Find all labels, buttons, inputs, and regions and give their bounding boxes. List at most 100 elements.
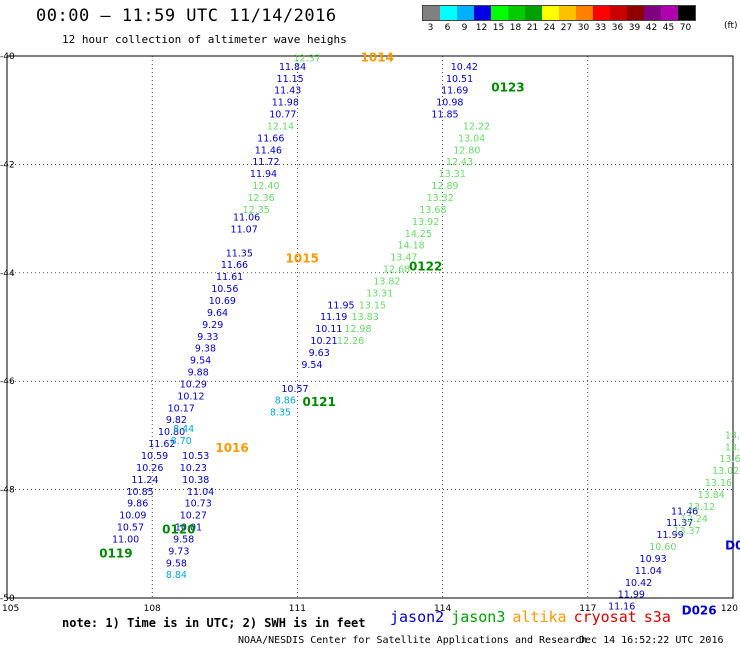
color-scale-swatches: [422, 5, 696, 21]
color-swatch: [610, 6, 627, 20]
wave-height-point: 13.37: [673, 526, 700, 537]
wave-height-point: 13.16: [705, 478, 732, 489]
legend-entry: altika: [512, 608, 567, 626]
plot-frame: [6, 55, 734, 599]
wave-height-point: 10.12: [177, 391, 204, 402]
wave-height-point: 11.04: [187, 487, 214, 498]
wave-height-point: 13.92: [412, 217, 439, 228]
wave-height-point: 10.17: [168, 403, 195, 414]
pass-label: 0123: [491, 81, 524, 95]
color-scale-label: 21: [526, 23, 539, 33]
pass-label: 1014: [361, 51, 394, 65]
wave-height-point: 9.73: [168, 546, 189, 557]
x-tick-label: 108: [144, 604, 161, 614]
wave-height-point: 10.21: [310, 336, 337, 347]
wave-height-point: 10.27: [180, 511, 207, 522]
color-swatch: [627, 6, 644, 20]
x-tick-label: 111: [289, 604, 306, 614]
axis-ticks: 105 108 111 114 117 120 -40 -42 -44 -46 -48 -50: [0, 52, 738, 614]
wave-height-point: 10.57: [117, 523, 144, 534]
wave-height-point: 12.43: [446, 157, 473, 168]
wave-height-point: 9.54: [301, 360, 322, 371]
wave-height-point: 13.31: [366, 288, 393, 299]
wave-height-point: 9.64: [207, 308, 228, 319]
wave-height-point: 13.31: [439, 169, 466, 180]
pass-label: 1015: [286, 251, 319, 265]
wave-height-point: 14.18: [398, 241, 425, 252]
pass-label: 1016: [215, 441, 248, 455]
wave-height-point: 12.89: [431, 181, 458, 192]
wave-height-point: 11.98: [272, 98, 299, 109]
color-swatch: [644, 6, 661, 20]
wave-height-point: 11.15: [277, 74, 304, 85]
wave-height-point: 11.85: [431, 110, 458, 121]
wave-height-point: 11.16: [608, 602, 635, 613]
y-tick-label: -44: [0, 269, 15, 279]
color-swatch: [661, 6, 678, 20]
color-scale-label: 6: [444, 23, 451, 33]
y-tick-label: -42: [0, 160, 15, 170]
color-scale-label: 24: [543, 23, 556, 33]
wave-height-point: 11.37: [666, 518, 693, 529]
x-tick-label: 120: [721, 604, 738, 614]
color-scale-unit: (ft): [724, 21, 738, 31]
legend-entry: jason3: [451, 608, 506, 626]
wave-height-point: 9.58: [173, 534, 194, 545]
wave-height-point: 10.60: [649, 542, 676, 553]
footer-credit: NOAA/NESDIS Center for Satellite Applica…: [238, 635, 588, 646]
wave-height-point: 12.24: [681, 514, 708, 525]
wave-height-point: 9.82: [166, 415, 187, 426]
color-scale-label: 36: [611, 23, 624, 33]
pass-label: D026: [682, 604, 717, 618]
wave-height-point: 12.68: [383, 265, 410, 276]
wave-height-point: 11.99: [618, 590, 645, 601]
pass-label: 0119: [99, 547, 132, 561]
y-tick-label: -48: [0, 486, 15, 496]
pass-label: D027: [725, 539, 740, 553]
data-labels: 11.8411.1511.4311.9810.7711.6611.4611.72…: [99, 51, 740, 618]
wave-height-point: 11.06: [233, 213, 260, 224]
wave-height-point: 10.85: [126, 487, 153, 498]
wave-height-point: 11.46: [671, 506, 698, 517]
wave-height-point: 11.61: [216, 272, 243, 283]
wave-height-point: 11.99: [656, 530, 683, 541]
wave-height-point: 8.86: [275, 396, 296, 407]
footer-timestamp: Dec 14 16:52:22 UTC 2016: [579, 635, 724, 646]
color-scale-label: 27: [560, 23, 573, 33]
wave-height-point: 11.84: [279, 62, 306, 73]
color-swatch: [542, 6, 559, 20]
wave-height-point: 11.19: [320, 312, 347, 323]
wave-height-point: 9.33: [197, 332, 218, 343]
pass-label: 0122: [409, 259, 442, 273]
legend-entry: jason2: [390, 608, 445, 626]
wave-height-point: 13.3: [725, 442, 740, 453]
color-swatch: [474, 6, 491, 20]
wave-height-point: 8.84: [166, 570, 187, 581]
legend-entry: cryosat: [573, 608, 637, 626]
wave-height-point: 11.72: [252, 157, 279, 168]
wave-height-point: 10.53: [182, 451, 209, 462]
satellite-legend: jason2 jason3 altika cryosat s3a: [390, 608, 678, 626]
wave-height-point: 10.51: [446, 74, 473, 85]
color-scale-label: 70: [679, 23, 692, 33]
wave-height-point: 13.83: [352, 312, 379, 323]
wave-height-point: 10.29: [180, 379, 207, 390]
wave-height-point: 10.42: [625, 578, 652, 589]
wave-height-point: 10.93: [640, 554, 667, 565]
wave-height-point: 10.73: [185, 499, 212, 510]
wave-height-point: 9.58: [166, 558, 187, 569]
color-swatch: [423, 6, 440, 20]
color-scale-label: 18: [509, 23, 522, 33]
wave-height-point: 10.69: [209, 296, 236, 307]
wave-height-point: 14.25: [405, 229, 432, 240]
wave-height-point: 9.54: [190, 356, 211, 367]
wave-height-point: 13.47: [390, 253, 417, 264]
wave-height-point: 10.77: [269, 110, 296, 121]
color-scale-label: 45: [662, 23, 675, 33]
color-swatch: [440, 6, 457, 20]
color-scale-label: 39: [628, 23, 641, 33]
color-swatch: [559, 6, 576, 20]
wave-height-point: 10.23: [180, 463, 207, 474]
x-tick-label: 117: [579, 604, 596, 614]
wave-height-point: 10.09: [119, 511, 146, 522]
